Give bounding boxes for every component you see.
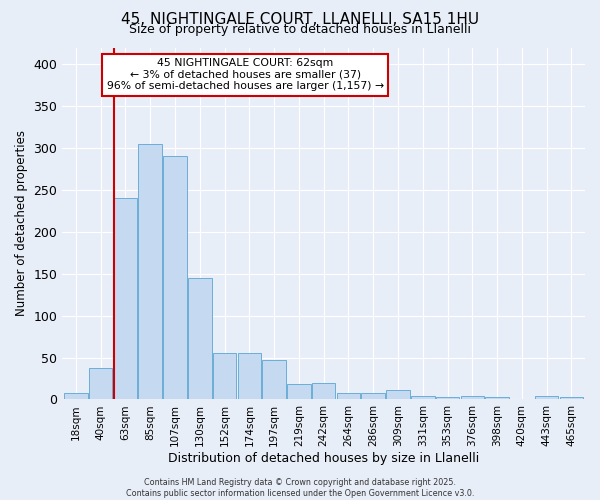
Bar [188, 278, 212, 400]
Bar [64, 393, 88, 400]
Y-axis label: Number of detached properties: Number of detached properties [15, 130, 28, 316]
Bar [139, 144, 162, 400]
Bar [461, 396, 484, 400]
Bar [510, 398, 533, 400]
Bar [262, 360, 286, 400]
Bar [163, 156, 187, 400]
Bar [386, 390, 410, 400]
Text: 45 NIGHTINGALE COURT: 62sqm
← 3% of detached houses are smaller (37)
96% of semi: 45 NIGHTINGALE COURT: 62sqm ← 3% of deta… [107, 58, 384, 92]
Text: Contains HM Land Registry data © Crown copyright and database right 2025.
Contai: Contains HM Land Registry data © Crown c… [126, 478, 474, 498]
Text: Size of property relative to detached houses in Llanelli: Size of property relative to detached ho… [129, 24, 471, 36]
Bar [535, 396, 559, 400]
Bar [113, 198, 137, 400]
Text: 45, NIGHTINGALE COURT, LLANELLI, SA15 1HU: 45, NIGHTINGALE COURT, LLANELLI, SA15 1H… [121, 12, 479, 28]
Bar [485, 397, 509, 400]
Bar [89, 368, 112, 400]
X-axis label: Distribution of detached houses by size in Llanelli: Distribution of detached houses by size … [168, 452, 479, 465]
Bar [436, 397, 459, 400]
Bar [560, 397, 583, 400]
Bar [238, 354, 261, 400]
Bar [287, 384, 311, 400]
Bar [213, 354, 236, 400]
Bar [361, 393, 385, 400]
Bar [337, 393, 360, 400]
Bar [312, 382, 335, 400]
Bar [411, 396, 434, 400]
